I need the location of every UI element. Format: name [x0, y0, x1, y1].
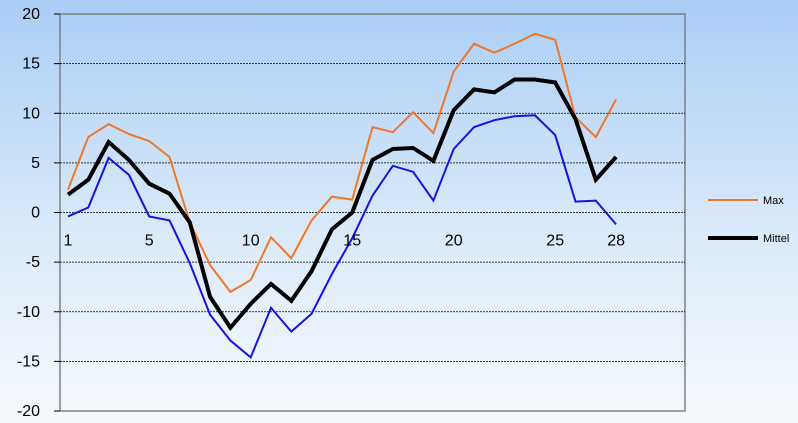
y-tick-label: 10	[22, 105, 40, 122]
y-tick-label: -20	[17, 403, 40, 420]
x-axis-ticks: 1 5 10 15 20 25 28	[64, 233, 626, 250]
x-tick-label: 20	[445, 233, 463, 250]
x-tick-label: 25	[546, 233, 564, 250]
series-lines	[66, 32, 618, 360]
series-line-mittel	[66, 77, 618, 331]
gridlines	[60, 63, 685, 362]
y-tick-label: 0	[31, 205, 40, 222]
series-line-unlabeled	[67, 114, 617, 360]
x-tick-label: 28	[607, 233, 625, 250]
x-tick-label: 10	[242, 233, 260, 250]
y-tick-label: -10	[17, 304, 40, 321]
legend-label: Mittel	[763, 233, 789, 245]
y-tick-label: 15	[22, 56, 40, 73]
legend-label: Max	[763, 195, 784, 207]
series-line-max	[67, 32, 617, 294]
legend: Max Mittel	[708, 195, 789, 245]
y-tick-label: 20	[22, 6, 40, 23]
y-axis-ticks: -20 -15 -10 -5 0 5 10 15 20	[17, 6, 60, 420]
y-tick-label: -5	[26, 254, 40, 271]
x-tick-label: 5	[145, 233, 154, 250]
x-tick-label: 1	[64, 233, 73, 250]
x-tick-label: 15	[343, 233, 361, 250]
y-tick-label: 5	[31, 155, 40, 172]
y-tick-label: -15	[17, 353, 40, 370]
